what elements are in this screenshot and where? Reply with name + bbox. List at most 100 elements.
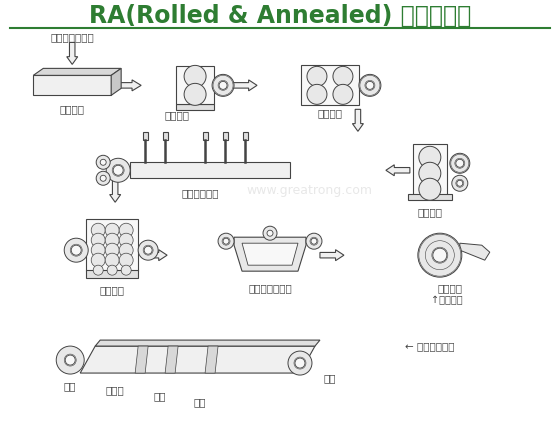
Text: ← 表面處理工程: ← 表面處理工程 bbox=[405, 341, 455, 351]
Circle shape bbox=[91, 223, 105, 237]
Circle shape bbox=[456, 159, 464, 167]
Circle shape bbox=[452, 175, 468, 191]
Text: 防錆: 防錆 bbox=[194, 397, 206, 407]
Circle shape bbox=[105, 223, 119, 237]
Bar bbox=[203, 132, 208, 140]
Polygon shape bbox=[234, 237, 306, 271]
Circle shape bbox=[100, 159, 106, 165]
Bar bbox=[86, 219, 138, 271]
Circle shape bbox=[107, 265, 117, 275]
Polygon shape bbox=[33, 75, 111, 95]
Circle shape bbox=[263, 226, 277, 240]
Circle shape bbox=[119, 243, 133, 257]
Bar bbox=[413, 144, 447, 196]
Circle shape bbox=[65, 355, 75, 365]
Bar bbox=[408, 194, 452, 200]
Text: ↑原箔工程: ↑原箔工程 bbox=[431, 295, 463, 305]
Polygon shape bbox=[165, 346, 178, 373]
Circle shape bbox=[419, 146, 441, 168]
Circle shape bbox=[333, 66, 353, 86]
Circle shape bbox=[359, 74, 381, 96]
Circle shape bbox=[457, 180, 463, 186]
Circle shape bbox=[106, 158, 130, 182]
Bar bbox=[86, 270, 138, 278]
Circle shape bbox=[267, 230, 273, 236]
Circle shape bbox=[219, 81, 227, 89]
Circle shape bbox=[288, 351, 312, 375]
Bar bbox=[176, 66, 214, 104]
Text: （精軋）: （精軋） bbox=[100, 285, 125, 295]
Circle shape bbox=[366, 81, 374, 89]
Polygon shape bbox=[33, 68, 121, 75]
Circle shape bbox=[119, 253, 133, 267]
Polygon shape bbox=[115, 80, 141, 91]
Circle shape bbox=[184, 65, 206, 87]
Polygon shape bbox=[460, 243, 490, 260]
Polygon shape bbox=[143, 250, 167, 261]
Text: 原箔: 原箔 bbox=[64, 381, 77, 391]
Polygon shape bbox=[135, 346, 148, 373]
Circle shape bbox=[450, 153, 470, 173]
Text: （脫脂、洗淨）: （脫脂、洗淨） bbox=[248, 283, 292, 293]
Text: （鑄胚）: （鑄胚） bbox=[60, 104, 85, 114]
Circle shape bbox=[212, 74, 234, 96]
Bar bbox=[222, 132, 227, 140]
Polygon shape bbox=[233, 80, 257, 91]
Circle shape bbox=[138, 240, 158, 260]
Bar bbox=[242, 132, 248, 140]
Circle shape bbox=[333, 84, 353, 104]
Text: www.greatrong.com: www.greatrong.com bbox=[247, 184, 373, 197]
Circle shape bbox=[64, 238, 88, 262]
Circle shape bbox=[100, 175, 106, 181]
Text: （熱軋）: （熱軋） bbox=[165, 111, 190, 120]
Circle shape bbox=[105, 233, 119, 247]
Bar bbox=[301, 65, 359, 105]
Circle shape bbox=[121, 265, 131, 275]
Text: 粗化: 粗化 bbox=[154, 391, 166, 401]
Polygon shape bbox=[352, 109, 363, 131]
Bar bbox=[130, 162, 290, 178]
Circle shape bbox=[96, 171, 110, 185]
Circle shape bbox=[223, 238, 229, 244]
Circle shape bbox=[96, 155, 110, 169]
Circle shape bbox=[105, 253, 119, 267]
Text: （溶層、鑄造）: （溶層、鑄造） bbox=[50, 32, 94, 43]
Circle shape bbox=[184, 83, 206, 105]
Circle shape bbox=[419, 178, 441, 200]
Circle shape bbox=[113, 165, 123, 175]
Bar bbox=[143, 132, 148, 140]
Polygon shape bbox=[111, 68, 121, 95]
Circle shape bbox=[418, 233, 462, 277]
Bar bbox=[162, 132, 167, 140]
Circle shape bbox=[56, 346, 84, 374]
Text: RA(Rolled & Annealed) 銅生產流程: RA(Rolled & Annealed) 銅生產流程 bbox=[89, 3, 471, 28]
Circle shape bbox=[295, 358, 305, 368]
Polygon shape bbox=[242, 243, 298, 265]
Bar bbox=[176, 104, 214, 111]
Circle shape bbox=[306, 233, 322, 249]
Circle shape bbox=[71, 245, 81, 255]
Polygon shape bbox=[320, 250, 344, 261]
Circle shape bbox=[307, 66, 327, 86]
Polygon shape bbox=[386, 165, 410, 176]
Circle shape bbox=[119, 223, 133, 237]
Text: 前處理: 前處理 bbox=[106, 385, 124, 395]
Circle shape bbox=[93, 265, 103, 275]
Polygon shape bbox=[95, 340, 320, 346]
Circle shape bbox=[105, 243, 119, 257]
Text: （面削）: （面削） bbox=[318, 108, 343, 118]
Text: （退火酸洗）: （退火酸洗） bbox=[181, 188, 219, 198]
Circle shape bbox=[433, 248, 447, 262]
Circle shape bbox=[91, 253, 105, 267]
Polygon shape bbox=[67, 43, 78, 64]
Circle shape bbox=[419, 162, 441, 184]
Circle shape bbox=[218, 233, 234, 249]
Text: 成品: 成品 bbox=[324, 373, 336, 383]
Circle shape bbox=[307, 84, 327, 104]
Circle shape bbox=[311, 238, 317, 244]
Polygon shape bbox=[205, 346, 218, 373]
Polygon shape bbox=[110, 180, 120, 202]
Circle shape bbox=[91, 233, 105, 247]
Text: （中軋）: （中軋） bbox=[417, 207, 442, 217]
Text: （原箔）: （原箔） bbox=[437, 283, 463, 293]
